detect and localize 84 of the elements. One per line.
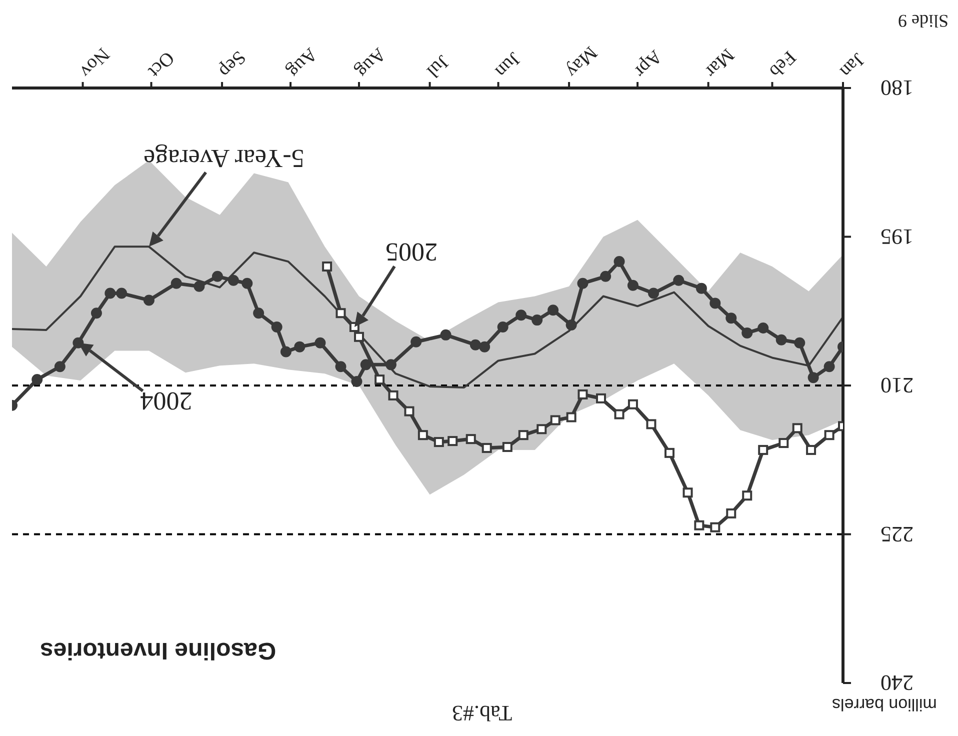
point [479,341,490,352]
point [143,294,154,306]
point [116,288,128,299]
y-tick-label: 225 [880,522,914,547]
point [434,437,444,448]
point [516,310,527,321]
point [271,321,282,332]
point [360,359,372,370]
annotation: 5-Year Average [144,144,304,174]
point [410,336,422,348]
point [482,442,492,453]
point [194,280,205,292]
point [518,430,528,440]
point [280,346,292,358]
y-tick-label: 180 [880,76,914,100]
y-tick-label: 210 [880,373,914,398]
point [322,262,332,272]
x-tick-label: Jun [490,48,524,82]
x-tick-label: Nov [75,43,114,82]
point [470,339,481,350]
point [212,270,223,282]
point [385,359,396,370]
annotation: 2005 [385,237,438,266]
point [253,308,264,319]
x-tick-label: Apr [630,46,666,82]
annotation: 2004 [140,386,192,416]
point [682,488,693,498]
point [614,256,625,268]
point [90,308,102,319]
point [696,282,707,294]
point [578,389,588,400]
point [351,376,362,388]
point [614,409,624,420]
x-tick-label: Aug [351,43,390,82]
point [550,415,560,426]
point [32,374,43,386]
point [336,308,346,318]
point [170,278,182,289]
point [404,406,414,416]
point [502,442,512,452]
point [314,337,326,348]
point [566,412,576,422]
point [532,314,543,326]
x-tick-label: May [561,42,602,82]
point [673,274,684,286]
point [228,274,239,286]
point [536,424,547,434]
point [242,278,253,289]
point [627,280,638,291]
point [497,321,508,332]
x-tick-label: Sep [214,46,250,82]
point [104,288,116,299]
x-tick-label: Jan [835,48,868,82]
point [596,393,606,404]
point [694,520,704,530]
point [648,288,660,299]
x-tick-label: Jul [422,50,453,82]
point [566,320,577,331]
x-tick-label: Oct [143,47,178,82]
x-tick-label: Mar [700,44,738,82]
point [354,332,364,342]
point [388,390,398,400]
point [664,448,674,458]
point [335,361,346,372]
text: Tab.#3 [452,700,512,726]
point [294,341,306,352]
point [646,419,656,430]
y-tick-label: 240 [880,670,914,696]
point [418,430,428,440]
point [54,361,66,372]
point [600,270,612,282]
point [448,436,458,446]
point [577,278,588,289]
point [466,434,476,444]
x-tick-label: Feb [764,46,800,82]
point [440,329,452,340]
point [548,304,559,316]
text: Gasoline Inventories [40,636,276,664]
point [374,374,385,385]
y-tick-label: 195 [880,224,914,250]
point [628,399,638,410]
y-axis-title: million barrels [832,694,937,714]
text: Slide 9 [898,10,949,31]
x-tick-label: Aug [282,43,322,82]
